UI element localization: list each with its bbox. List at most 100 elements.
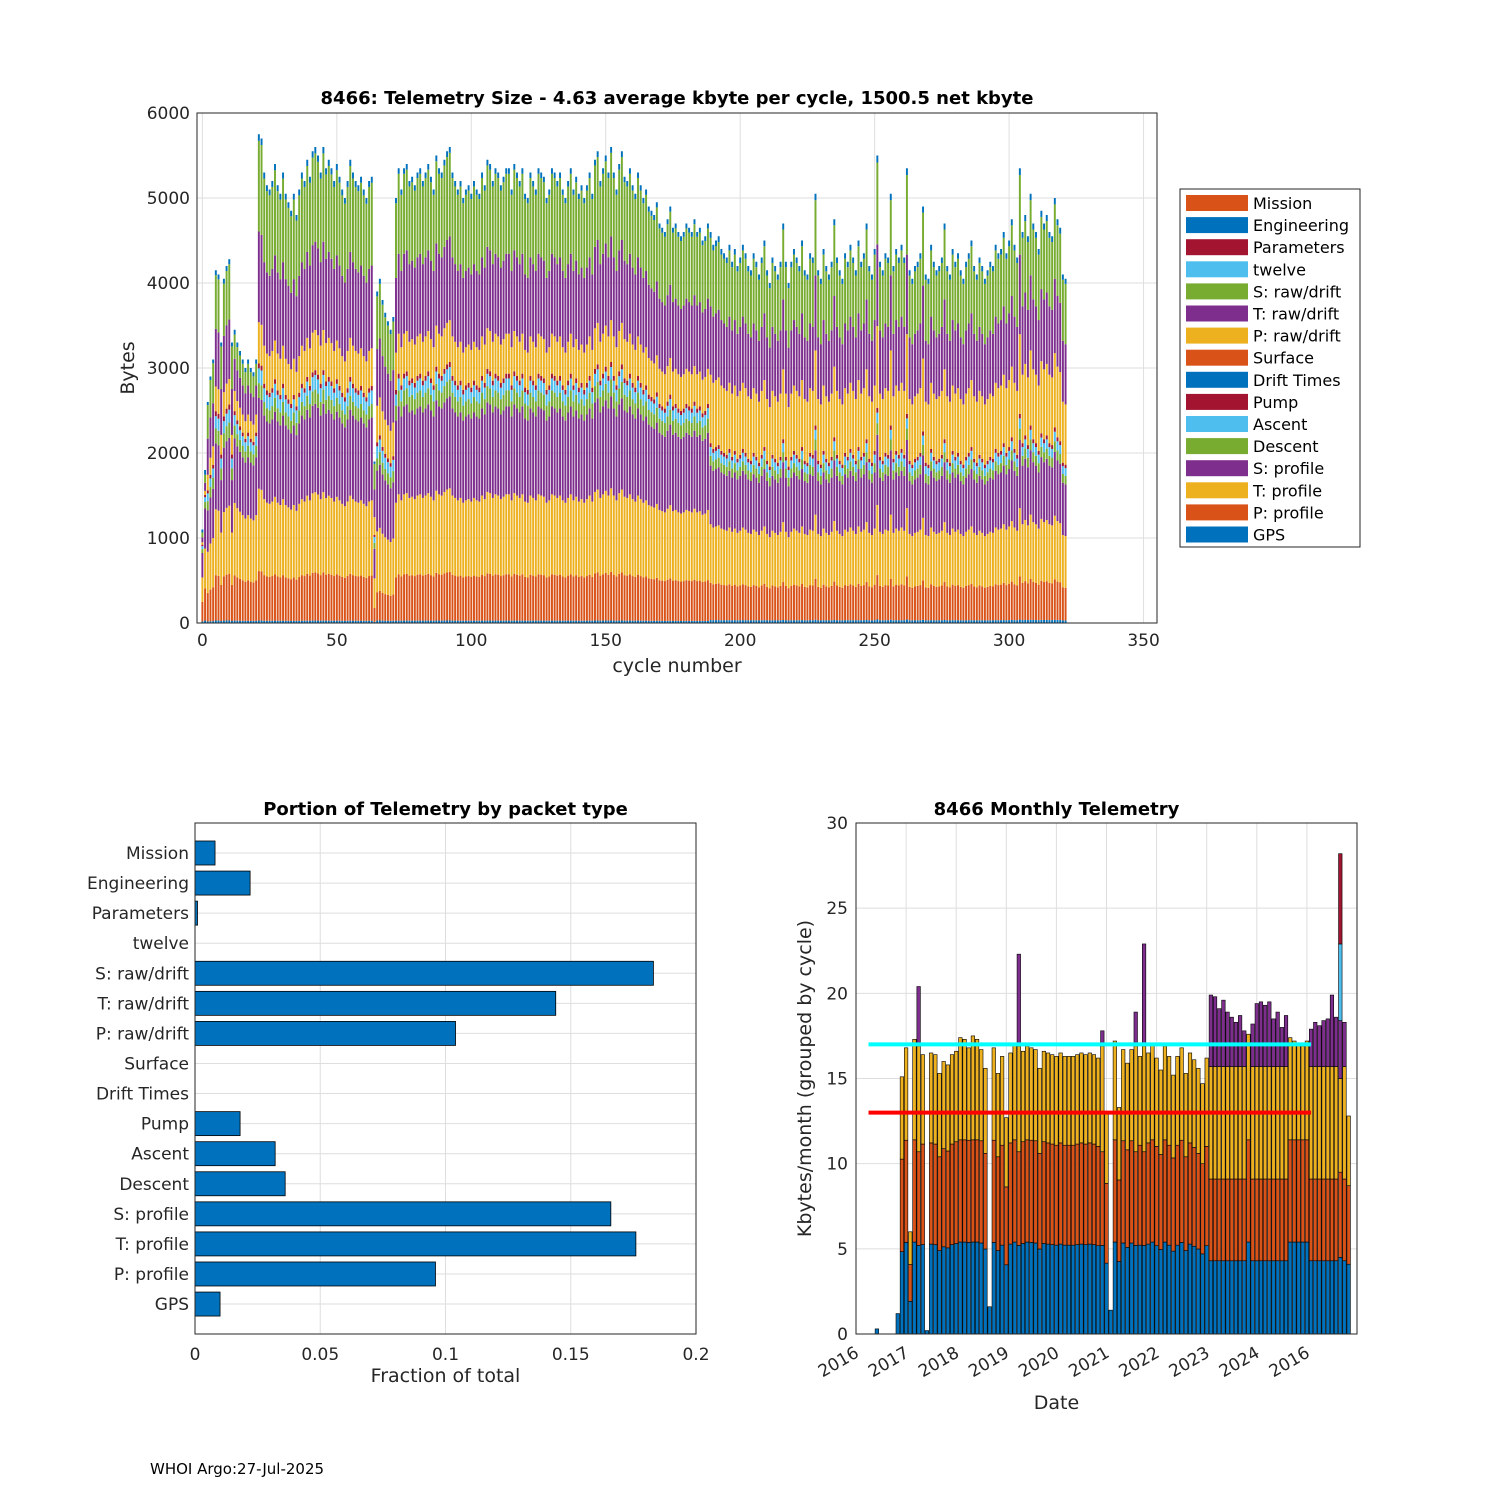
bar-segment xyxy=(341,503,344,577)
bar-segment xyxy=(392,321,395,371)
bar-segment xyxy=(731,468,734,478)
bar-segment xyxy=(655,355,658,393)
bar-segment xyxy=(287,620,290,623)
bar-segment xyxy=(916,456,919,461)
bar-segment xyxy=(338,404,341,418)
bar-segment xyxy=(429,378,432,384)
bar-segment xyxy=(209,589,212,622)
bar-segment xyxy=(1043,223,1046,230)
bar-segment xyxy=(244,421,247,439)
bar-segment xyxy=(749,275,752,338)
bar-segment xyxy=(731,330,734,394)
bar-segment xyxy=(615,385,618,390)
bar-segment xyxy=(225,408,228,414)
bar-segment xyxy=(438,168,440,174)
bar-segment xyxy=(255,385,258,415)
bar-segment xyxy=(230,454,233,459)
bar-segment xyxy=(849,382,852,449)
bar xyxy=(194,1261,436,1287)
bar-segment xyxy=(438,494,440,575)
legend-swatch xyxy=(1186,460,1248,477)
bar-segment xyxy=(395,577,397,621)
bar-segment xyxy=(260,145,263,235)
bar-segment xyxy=(1056,295,1059,367)
x-tick-label: 0.15 xyxy=(552,1345,590,1365)
bar-segment xyxy=(483,267,486,345)
bar-segment xyxy=(865,522,868,583)
bar-segment xyxy=(362,392,365,398)
bar-segment xyxy=(478,392,481,404)
bar-segment xyxy=(201,546,204,550)
bar-segment xyxy=(230,468,233,481)
bar-segment xyxy=(725,326,728,391)
bar-segment xyxy=(682,305,685,375)
bar-segment xyxy=(967,258,970,324)
bar-segment xyxy=(518,186,521,265)
bar-segment xyxy=(319,415,322,500)
bar-segment xyxy=(429,620,432,623)
bar-segment xyxy=(637,574,639,621)
bar-segment xyxy=(615,347,618,386)
bar-segment xyxy=(244,368,247,373)
bar-segment xyxy=(1154,1146,1159,1246)
bar-segment xyxy=(325,381,328,387)
bar-segment xyxy=(1032,582,1035,620)
bar-segment xyxy=(930,452,933,462)
bar-segment xyxy=(766,275,769,338)
bar-segment xyxy=(239,511,241,579)
bar-segment xyxy=(862,323,865,389)
bar-segment xyxy=(1046,1052,1051,1144)
bar-segment xyxy=(577,193,580,200)
bar-segment xyxy=(303,406,306,420)
bar-segment xyxy=(373,621,376,623)
bar-segment xyxy=(873,320,876,386)
bar-segment xyxy=(701,312,704,380)
bar-segment xyxy=(666,405,669,417)
bar-segment xyxy=(255,580,258,621)
bar-segment xyxy=(1321,1020,1326,1067)
bar-segment xyxy=(212,488,215,539)
bar-segment xyxy=(725,475,728,531)
bar-segment xyxy=(833,295,836,367)
bar-segment xyxy=(284,399,287,413)
bar-segment xyxy=(376,446,379,459)
bar-segment xyxy=(1026,457,1029,468)
bar-segment xyxy=(819,344,822,405)
bar-segment xyxy=(1246,1033,1251,1141)
bar-segment xyxy=(948,474,951,483)
bar-segment xyxy=(1004,1117,1009,1188)
bar-segment xyxy=(844,464,847,475)
bar-segment xyxy=(349,409,352,496)
bar-segment xyxy=(212,359,215,364)
bar-segment xyxy=(354,268,357,351)
bar-segment xyxy=(981,396,984,459)
bar-segment xyxy=(322,572,325,621)
bar-segment xyxy=(591,403,594,419)
bar-segment xyxy=(421,264,424,342)
bar-segment xyxy=(674,418,677,433)
bar-segment xyxy=(811,585,814,621)
bar-segment xyxy=(429,394,432,411)
bar-segment xyxy=(970,620,973,623)
bar-segment xyxy=(844,452,847,457)
bar-segment xyxy=(841,404,844,465)
bar-segment xyxy=(212,464,215,469)
bar-segment xyxy=(588,574,591,621)
bar-segment xyxy=(526,203,529,278)
bar-segment xyxy=(1283,1178,1289,1262)
bar-segment xyxy=(317,374,319,380)
bar-segment xyxy=(639,620,642,623)
bar-segment xyxy=(249,438,252,443)
bar-segment xyxy=(1002,374,1005,444)
bar-segment xyxy=(962,1241,967,1335)
bar-segment xyxy=(938,620,941,623)
bar-segment xyxy=(677,581,680,621)
bar-segment xyxy=(685,509,688,581)
bar-segment xyxy=(1108,1309,1113,1335)
bar-segment xyxy=(892,479,895,533)
bar-segment xyxy=(965,261,968,268)
bar-segment xyxy=(470,193,473,200)
bar-segment xyxy=(265,408,268,422)
bar-segment xyxy=(983,475,986,485)
bar-segment xyxy=(696,512,699,582)
